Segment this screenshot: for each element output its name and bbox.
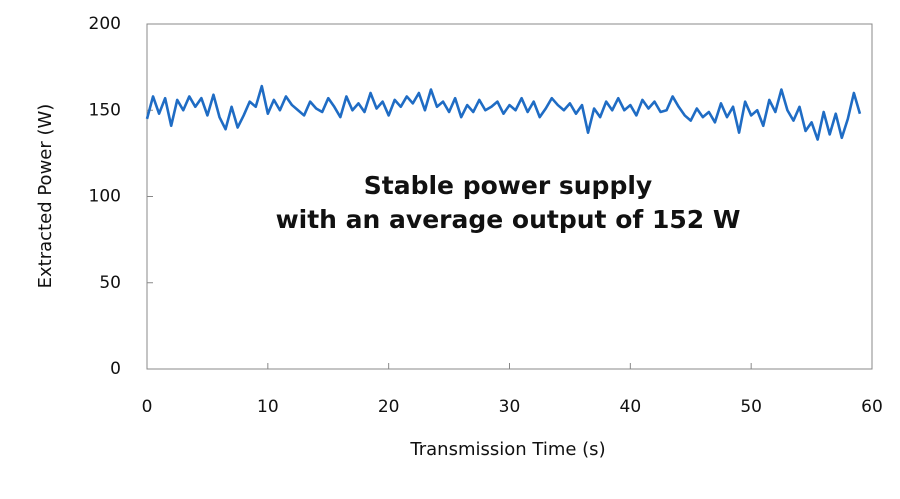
x-tick-label: 10 xyxy=(257,397,279,417)
y-tick-label: 0 xyxy=(110,359,121,379)
x-tick-label: 60 xyxy=(861,397,883,417)
y-tick-label: 100 xyxy=(89,187,121,207)
x-tick-label: 50 xyxy=(740,397,762,417)
y-axis-label: Extracted Power (W) xyxy=(35,104,56,289)
y-tick-label: 150 xyxy=(89,100,121,120)
x-tick-label: 0 xyxy=(142,397,153,417)
x-tick-label: 30 xyxy=(499,397,521,417)
x-tick-label: 20 xyxy=(378,397,400,417)
y-tick-label: 200 xyxy=(89,14,121,34)
x-tick-label: 40 xyxy=(620,397,642,417)
data-line xyxy=(145,84,862,141)
annotation: Stable power supply xyxy=(364,171,652,200)
y-tick-label: 50 xyxy=(99,273,121,293)
annotation: with an average output of 152 W xyxy=(276,205,741,234)
x-axis-label: Transmission Time (s) xyxy=(409,439,605,460)
